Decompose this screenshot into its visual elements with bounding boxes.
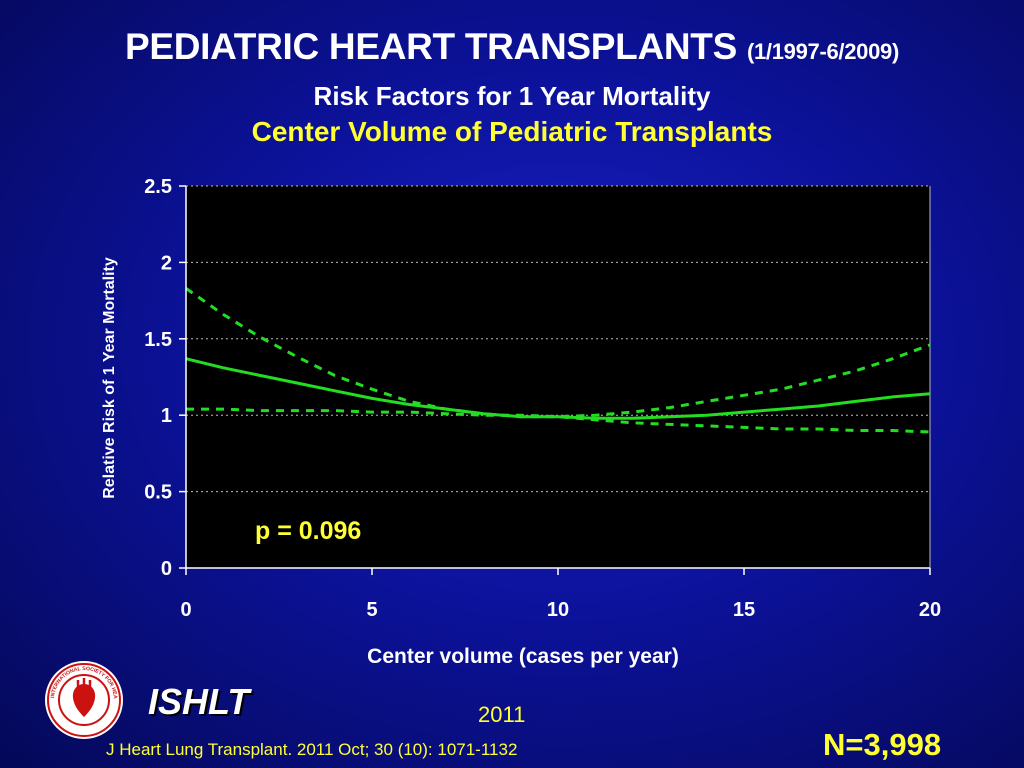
ishlt-seal-icon: INTERNATIONAL SOCIETY FOR HEART & LUNG T…: [44, 660, 123, 739]
ishlt-label: ISHLT: [148, 681, 250, 722]
year-label: 2011: [478, 702, 526, 727]
y-tick-label-0: 0: [161, 558, 172, 580]
estimate-line: [185, 357, 931, 420]
y-tick-label-2: 2: [161, 252, 172, 274]
upper-ci-line: [185, 287, 931, 419]
y-tick-label-2.5: 2.5: [144, 176, 172, 198]
y-tick-label-1: 1: [161, 405, 172, 427]
y-tick-label-0.5: 0.5: [144, 482, 172, 504]
series-lines: [185, 287, 931, 434]
x-tick-label-0: 0: [180, 599, 191, 621]
slide-title: PEDIATRIC HEART TRANSPLANTS (1/1997-6/20…: [0, 26, 1024, 68]
slide-subtitle-highlight: Center Volume of Pediatric Transplants: [251, 116, 773, 147]
y-axis-label: Relative Risk of 1 Year Mortality: [101, 257, 118, 499]
citation: J Heart Lung Transplant. 2011 Oct; 30 (1…: [106, 740, 518, 759]
lower-ci-line: [186, 407, 931, 434]
title-main: PEDIATRIC HEART TRANSPLANTS: [124, 26, 737, 67]
x-tick-label-15: 15: [733, 599, 755, 621]
plot-area: [186, 186, 930, 568]
x-tick-label-10: 10: [547, 599, 569, 621]
axes: [179, 185, 931, 575]
risk-chart: 0 0.5 1 1.5 2 2.5 0 5 10 15 20 Center volume (case…: [101, 176, 941, 668]
slide-subtitle: Risk Factors for 1 Year Mortality: [313, 81, 711, 111]
p-value-annotation: p = 0.096: [255, 517, 361, 545]
sample-size: N=3,998: [823, 727, 942, 762]
x-axis-label: Center volume (cases per year): [367, 645, 679, 668]
x-tick-label-5: 5: [366, 599, 377, 621]
x-tick-label-20: 20: [919, 599, 941, 621]
title-dates: (1/1997-6/2009): [746, 39, 900, 64]
tick-labels: 0 0.5 1 1.5 2 2.5 0 5 10 15 20: [144, 176, 941, 621]
y-tick-label-1.5: 1.5: [144, 329, 172, 351]
